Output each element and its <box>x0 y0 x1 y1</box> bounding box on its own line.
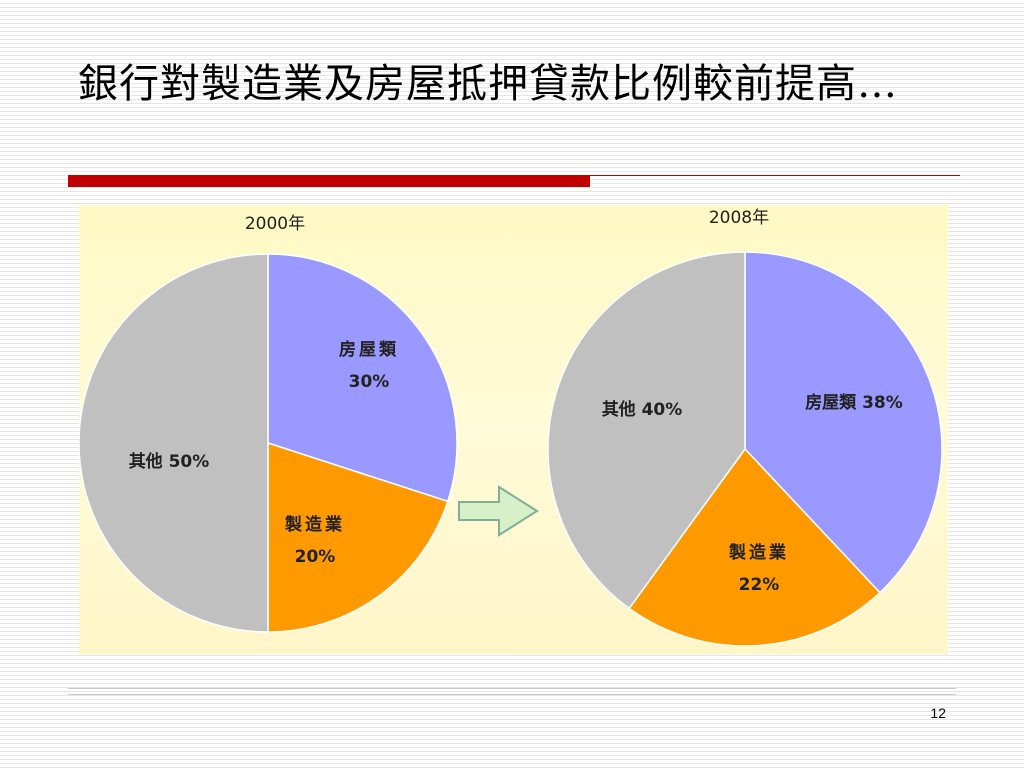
pie-slice-2008-2 <box>547 251 746 610</box>
pie-title-1: 2008年 <box>709 208 769 228</box>
pie-slice-2000-2 <box>79 253 269 633</box>
pie-slice-2000-1 <box>267 441 449 633</box>
pie-label-1-0: 房屋類 38% <box>805 392 903 413</box>
pie-label-0-1: 製造業 20% <box>284 514 345 567</box>
pie-slice-2008-1 <box>628 447 881 647</box>
footer-rule-top <box>68 688 956 689</box>
footer-rule-bottom <box>68 694 956 695</box>
title-underline-thin <box>590 175 960 176</box>
pie-title-0: 2000年 <box>245 214 305 234</box>
pie-label-1-1: 製造業 22% <box>728 542 789 595</box>
pie-label-0-0: 房屋類 30% <box>339 339 399 392</box>
pie-label-1-2: 其他 40% <box>602 399 683 420</box>
slide-title: 銀行對製造業及房屋抵押貸款比例較前提高… <box>78 61 898 107</box>
page-number: 12 <box>930 705 946 721</box>
chart-panel: 2000年房屋類 30% 製造業 20% 其他 50% 2008年房屋類 38% 製造業 2… <box>79 205 948 654</box>
pie-label-0-2: 其他 50% <box>129 451 210 472</box>
pie-slice-2000-0 <box>267 253 458 503</box>
title-underline-thick <box>68 175 590 187</box>
pie-slice-2008-0 <box>744 251 943 594</box>
right-arrow-icon <box>458 485 539 537</box>
